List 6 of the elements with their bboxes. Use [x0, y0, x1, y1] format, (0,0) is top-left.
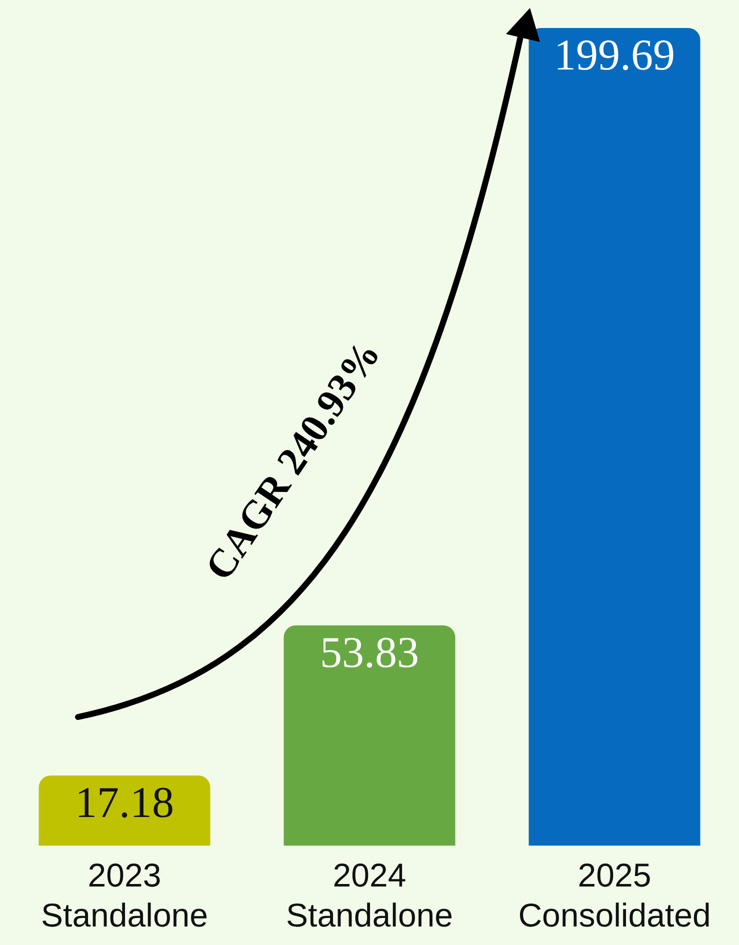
data-label: 199.69 — [554, 30, 675, 80]
x-tick-label: 2023 Standalone — [41, 856, 208, 934]
x-tick-label: 2025 Consolidated — [518, 856, 711, 934]
data-label: 17.18 — [75, 778, 174, 828]
data-label: 53.83 — [320, 628, 419, 677]
x-tick-label: 2024 Standalone — [286, 856, 453, 934]
